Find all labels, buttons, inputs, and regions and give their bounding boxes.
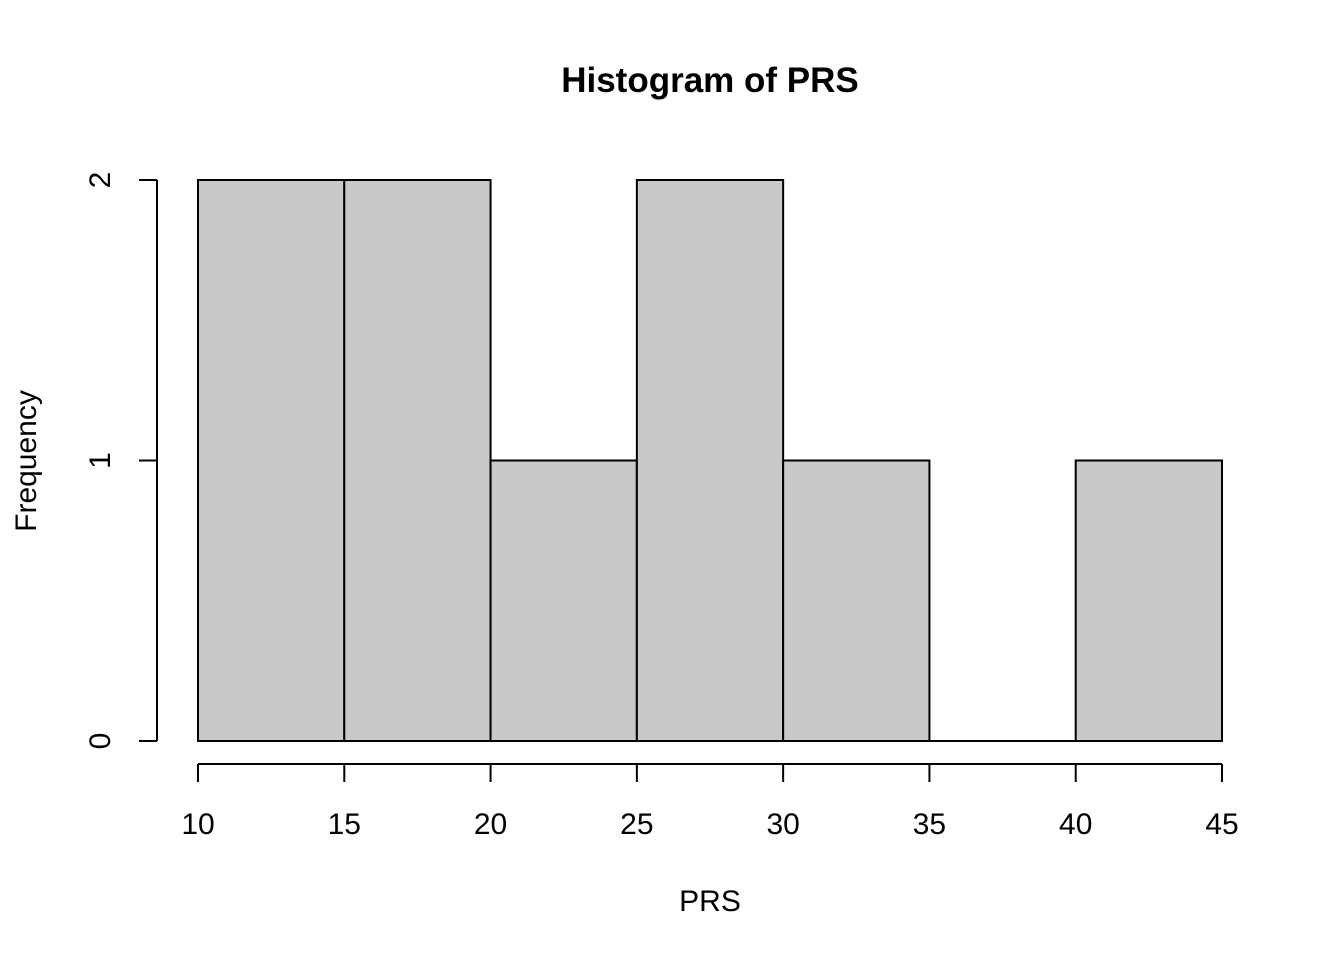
histogram-bar-15-20 [343,179,492,742]
x-tick-label-20: 20 [474,808,507,841]
x-axis: 10 15 20 25 30 35 40 45 [181,763,1239,841]
y-axis-label: Frequency [10,390,43,532]
y-tick-label-1: 1 [84,452,117,469]
x-tick-label-25: 25 [620,808,653,841]
x-tick-label-10: 10 [181,808,214,841]
bars-group [197,179,1223,742]
histogram-bar-10-15 [197,179,346,742]
y-axis: 0 1 2 [84,172,158,750]
x-tick-label-30: 30 [766,808,799,841]
x-tick-label-45: 45 [1205,808,1238,841]
x-tick-label-15: 15 [328,808,361,841]
x-axis-label: PRS [679,885,741,918]
histogram-bar-40-45 [1074,459,1223,742]
y-tick-label-0: 0 [84,733,117,750]
x-tick-label-40: 40 [1059,808,1092,841]
histogram-bar-25-30 [635,179,785,742]
y-tick-label-2: 2 [84,172,117,189]
x-tick-label-35: 35 [913,808,946,841]
chart-title: Histogram of PRS [561,61,859,100]
histogram-bar-20-25 [489,459,638,742]
histogram-bar-30-35 [782,459,931,742]
